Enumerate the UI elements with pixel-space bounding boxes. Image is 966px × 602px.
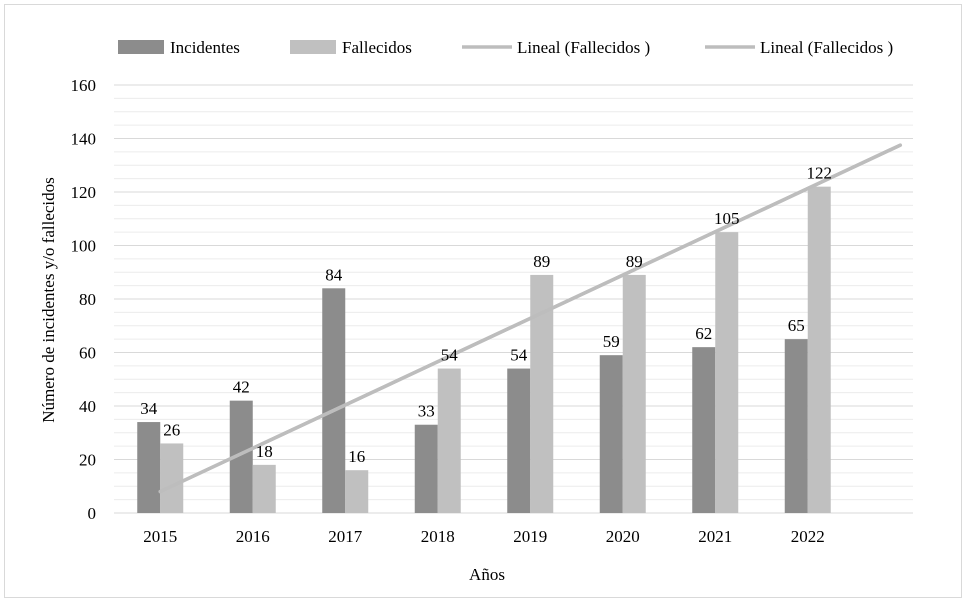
legend-label: Lineal (Fallecidos ) — [760, 38, 893, 57]
legend: Incidentes Fallecidos Lineal (Fallecidos )… — [118, 38, 893, 57]
bars — [137, 186, 831, 513]
x-tick-label: 2020 — [606, 527, 640, 546]
bar-fallecidos — [622, 274, 646, 513]
legend-swatch — [118, 40, 164, 54]
y-axis-title: Número de incidentes y/o fallecidos — [39, 177, 58, 422]
y-tick-label: 100 — [71, 237, 97, 256]
bar-fallecidos — [345, 470, 369, 513]
legend-label: Fallecidos — [342, 38, 412, 57]
data-label: 16 — [348, 447, 365, 466]
x-tick-label: 2022 — [791, 527, 825, 546]
y-tick-label: 0 — [88, 504, 97, 523]
x-tick-label: 2017 — [328, 527, 363, 546]
bar-fallecidos — [437, 368, 461, 513]
y-tick-label: 80 — [79, 290, 96, 309]
bar-incidentes — [784, 339, 808, 513]
bar-fallecidos — [807, 186, 831, 513]
data-label: 18 — [256, 442, 273, 461]
legend-swatch — [290, 40, 336, 54]
bar-fallecidos — [530, 274, 554, 513]
x-tick-label: 2015 — [143, 527, 177, 546]
data-label: 54 — [510, 346, 528, 365]
data-labels: 34 26 42 18 84 16 33 54 54 89 59 89 62 105 65 122 — [140, 164, 832, 467]
bar-incidentes — [322, 288, 346, 513]
x-axis-title: Años — [469, 565, 505, 584]
data-label: 89 — [626, 252, 643, 271]
data-label: 54 — [441, 346, 459, 365]
y-tick-label: 20 — [79, 451, 96, 470]
x-tick-label: 2019 — [513, 527, 547, 546]
x-tick-labels: 2015 2016 2017 2018 2019 2020 2021 2022 — [143, 527, 825, 546]
trendline — [158, 143, 902, 494]
data-label: 84 — [325, 265, 343, 284]
bar-incidentes — [137, 422, 161, 513]
y-tick-label: 40 — [79, 397, 96, 416]
bar-fallecidos — [160, 443, 184, 513]
data-label: 26 — [163, 420, 180, 439]
y-tick-label: 160 — [71, 76, 97, 95]
data-label: 105 — [714, 209, 740, 228]
y-tick-label: 140 — [71, 130, 97, 149]
bar-incidentes — [229, 400, 253, 513]
y-tick-label: 120 — [71, 183, 97, 202]
x-tick-label: 2021 — [698, 527, 732, 546]
x-tick-label: 2018 — [421, 527, 455, 546]
data-label: 42 — [233, 378, 250, 397]
bar-incidentes — [507, 368, 531, 513]
data-label: 34 — [140, 399, 158, 418]
bar-incidentes — [599, 355, 623, 513]
data-label: 89 — [533, 252, 550, 271]
bar-fallecidos — [715, 232, 739, 513]
trendlines — [158, 143, 902, 494]
data-label: 62 — [695, 324, 712, 343]
bar-fallecidos — [252, 464, 276, 513]
legend-label: Incidentes — [170, 38, 240, 57]
data-label: 122 — [807, 164, 833, 183]
y-tick-labels: 0 20 40 60 80 100 120 140 160 — [71, 76, 97, 523]
data-label: 65 — [788, 316, 805, 335]
x-tick-label: 2016 — [236, 527, 270, 546]
data-label: 33 — [418, 402, 435, 421]
bar-incidentes — [414, 424, 438, 513]
legend-label: Lineal (Fallecidos ) — [517, 38, 650, 57]
bar-incidentes — [692, 347, 716, 513]
data-label: 59 — [603, 332, 620, 351]
y-tick-label: 60 — [79, 344, 96, 363]
